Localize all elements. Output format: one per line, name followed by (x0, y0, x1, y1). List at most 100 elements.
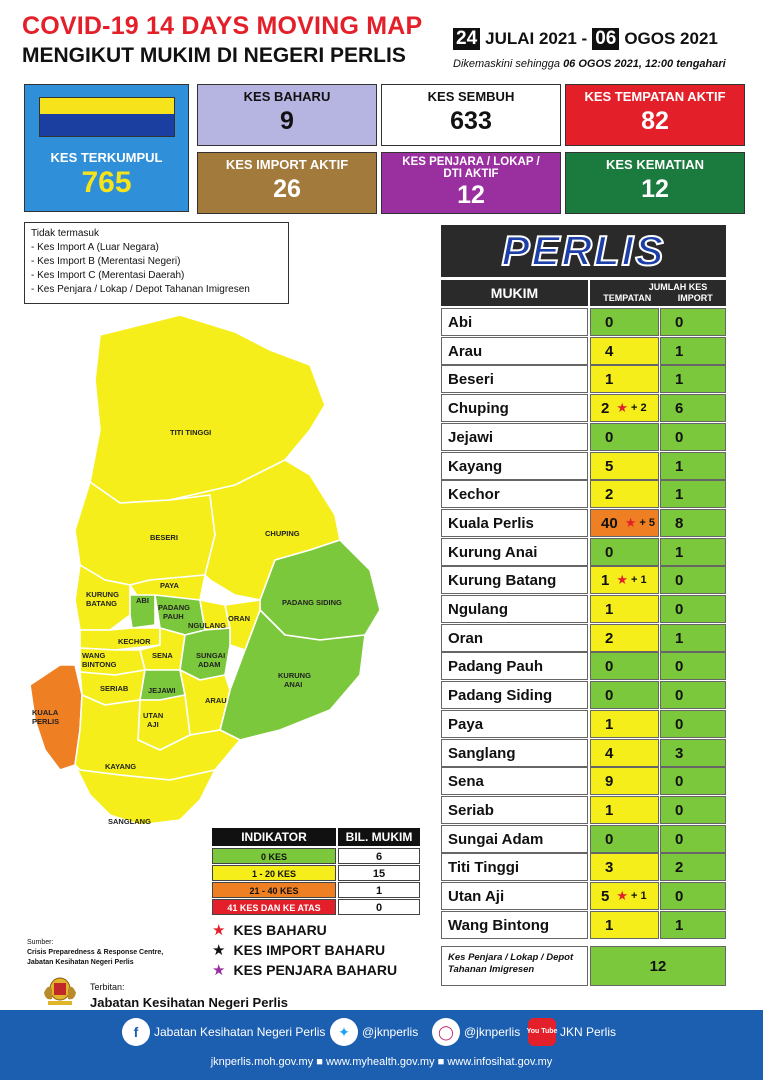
star-icon: ★ (212, 922, 226, 939)
map-label-abi: ABI (136, 596, 149, 605)
new-case-count: + 2 (631, 402, 647, 414)
table-row-name: Seriab (441, 796, 588, 824)
legend-count: 0 (338, 899, 420, 915)
table-row-tempatan: 4 (590, 337, 659, 365)
legend-key-label: KES BAHARU (233, 922, 327, 938)
page-subtitle: MENGIKUT MUKIM DI NEGERI PERLIS (22, 44, 406, 67)
map-region-sanglang (74, 764, 216, 826)
kes-import-aktif-value: 26 (273, 175, 301, 203)
note-item: - Kes Import B (Merentasi Negeri) (31, 256, 181, 267)
tempatan-value: 1 (605, 715, 614, 733)
kes-sembuh-box: KES SEMBUH 633 (381, 84, 561, 146)
col-header-tempatan: TEMPATAN (603, 293, 652, 303)
table-row-tempatan: 1 (590, 595, 659, 623)
new-case-star-icon: ★ (616, 888, 628, 903)
kes-tempatan-aktif-box: KES TEMPATAN AKTIF 82 (565, 84, 745, 146)
table-row-name: Sanglang (441, 739, 588, 767)
table-row-name: Paya (441, 710, 588, 738)
map-label-padang-pauh-1: PADANG (158, 603, 190, 612)
legend-indicator: 21 - 40 KES (212, 882, 336, 898)
legend-count: 15 (338, 865, 420, 881)
table-row-import: 1 (660, 480, 726, 508)
kes-tempatan-aktif-value: 82 (641, 107, 669, 135)
table-row-tempatan: 0 (590, 681, 659, 709)
footer-twitter[interactable]: ✦ @jknperlis (330, 1018, 418, 1046)
kes-import-aktif-box: KES IMPORT AKTIF 26 (197, 152, 377, 214)
note-item: - Kes Import A (Luar Negara) (31, 242, 159, 253)
tempatan-value: 5 (601, 887, 610, 905)
table-row-name: Abi (441, 308, 588, 336)
tempatan-value: 1 (605, 916, 614, 934)
footer-facebook[interactable]: f Jabatan Kesihatan Negeri Perlis (122, 1018, 325, 1046)
date-end-rest: OGOS 2021 (624, 29, 718, 48)
jata-negara-logo (40, 975, 80, 1007)
map-label-kuala-perlis-1: KUALA (32, 708, 59, 717)
table-row-import: 1 (660, 624, 726, 652)
table-row-tempatan: 1 ★ + 1 (590, 566, 659, 594)
map-label-beseri: BESERI (150, 533, 178, 542)
table-row-import: 0 (660, 681, 726, 709)
table-row-name: Sena (441, 767, 588, 795)
table-row-tempatan: 1 (590, 911, 659, 939)
exclusion-note: Tidak termasuk - Kes Import A (Luar Nega… (24, 222, 289, 304)
map-label-jejawi: JEJAWI (148, 686, 176, 695)
table-row-name: Beseri (441, 365, 588, 393)
facebook-icon: f (122, 1018, 150, 1046)
footer-instagram[interactable]: ◯ @jknperlis (432, 1018, 520, 1046)
map-region-kurung-batang (74, 564, 131, 631)
new-case-count: + 1 (631, 574, 647, 586)
table-row-tempatan: 5 ★ + 1 (590, 882, 659, 910)
tempatan-value: 1 (605, 600, 614, 618)
tempatan-value: 40 (601, 514, 618, 532)
table-row-name: Chuping (441, 394, 588, 422)
table-row-tempatan: 9 (590, 767, 659, 795)
date-end-day: 06 (592, 28, 620, 50)
table-row-import: 0 (660, 595, 726, 623)
page-title: COVID-19 14 DAYS MOVING MAP (22, 12, 423, 40)
map-labels: TITI TINGGI BESERI CHUPING PAYA KURUNG B… (32, 428, 342, 826)
legend-indicator: 0 KES (212, 848, 336, 864)
map-label-oran: ORAN (228, 614, 250, 623)
table-row-import: 3 (660, 739, 726, 767)
kes-kematian-label: KES KEMATIAN (606, 157, 704, 172)
note-item: - Kes Penjara / Lokap / Depot Tahanan Im… (31, 284, 250, 295)
table-state-name: PERLIS (501, 226, 666, 275)
table-row-name: Kurung Batang (441, 566, 588, 594)
kes-terkumpul-label: KES TERKUMPUL (50, 150, 163, 165)
tempatan-value: 1 (605, 370, 614, 388)
penjara-row: Kes Penjara / Lokap / Depot Tahanan Imig… (441, 946, 588, 986)
tempatan-value: 0 (605, 543, 614, 561)
star-icon: ★ (212, 942, 226, 959)
legend-header-bil: BIL. MUKIM (338, 828, 420, 846)
kes-baharu-box: KES BAHARU 9 (197, 84, 377, 146)
table-row-name: Padang Siding (441, 681, 588, 709)
youtube-label: JKN Perlis (560, 1025, 617, 1039)
map-label-kechor: KECHOR (118, 637, 151, 646)
footer-youtube[interactable]: You Tube JKN Perlis (527, 1018, 617, 1046)
source-line-1: Crisis Preparedness & Response Centre, (27, 949, 164, 956)
kes-penjara-aktif-value: 12 (457, 181, 485, 209)
table-row-tempatan: 1 (590, 710, 659, 738)
tempatan-value: 3 (605, 858, 614, 876)
table-row-name: Padang Pauh (441, 652, 588, 680)
table-row-tempatan: 1 (590, 796, 659, 824)
table-row-tempatan: 0 (590, 652, 659, 680)
kes-sembuh-label: KES SEMBUH (427, 89, 515, 104)
col-header-jumlah-label: JUMLAH KES (648, 282, 708, 292)
perlis-flag (38, 97, 175, 137)
instagram-label: @jknperlis (464, 1025, 521, 1039)
updated-note: Dikemaskini sehingga 06 OGOS 2021, 12:00… (453, 58, 726, 70)
map-label-wang-bintong-1: WANG (82, 651, 105, 660)
table-row-import: 8 (660, 509, 726, 537)
map-label-seriab: SERIAB (100, 684, 129, 693)
table-row-tempatan: 5 (590, 452, 659, 480)
table-row-name: Kechor (441, 480, 588, 508)
map-label-titi-tinggi: TITI TINGGI (170, 428, 211, 437)
table-row-import: 1 (660, 538, 726, 566)
table-row-name: Kayang (441, 452, 588, 480)
kes-baharu-value: 9 (280, 107, 294, 135)
table-row-name: Wang Bintong (441, 911, 588, 939)
tempatan-value: 4 (605, 342, 614, 360)
table-row-import: 0 (660, 825, 726, 853)
map-label-kurung-batang-1: KURUNG (86, 590, 119, 599)
